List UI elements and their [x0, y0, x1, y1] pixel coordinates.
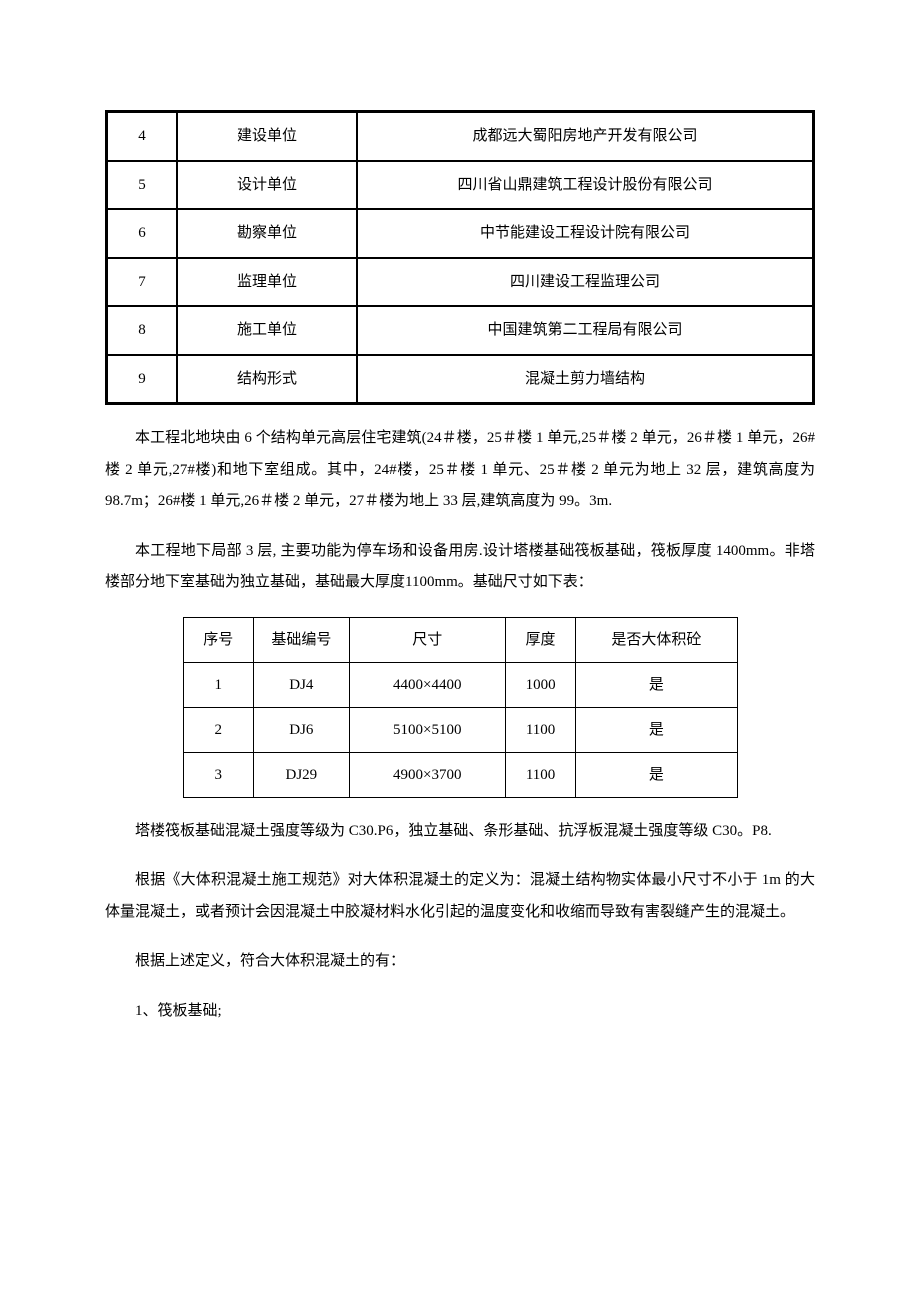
- cell: 1100: [505, 752, 576, 797]
- header-cell: 是否大体积砼: [576, 617, 737, 662]
- cell-index: 5: [107, 161, 177, 210]
- table-row: 8 施工单位 中国建筑第二工程局有限公司: [107, 306, 813, 355]
- cell-index: 9: [107, 355, 177, 404]
- header-cell: 尺寸: [349, 617, 505, 662]
- paragraph-4: 根据《大体积混凝土施工规范》对大体积混凝土的定义为：混凝土结构物实体最小尺寸不小…: [105, 865, 815, 928]
- cell-label: 结构形式: [177, 355, 357, 404]
- cell-index: 8: [107, 306, 177, 355]
- cell: 4400×4400: [349, 662, 505, 707]
- cell-label: 建设单位: [177, 112, 357, 161]
- table-header-row: 序号 基础编号 尺寸 厚度 是否大体积砼: [183, 617, 737, 662]
- header-cell: 厚度: [505, 617, 576, 662]
- cell: 是: [576, 752, 737, 797]
- header-cell: 序号: [183, 617, 254, 662]
- cell-value: 中节能建设工程设计院有限公司: [357, 209, 813, 258]
- cell: 4900×3700: [349, 752, 505, 797]
- cell: DJ29: [254, 752, 350, 797]
- cell: 1100: [505, 707, 576, 752]
- cell-value: 四川省山鼎建筑工程设计股份有限公司: [357, 161, 813, 210]
- cell: 1000: [505, 662, 576, 707]
- table-row: 1 DJ4 4400×4400 1000 是: [183, 662, 737, 707]
- cell-label: 设计单位: [177, 161, 357, 210]
- foundation-table: 序号 基础编号 尺寸 厚度 是否大体积砼 1 DJ4 4400×4400 100…: [183, 617, 738, 798]
- cell-index: 4: [107, 112, 177, 161]
- units-table: 4 建设单位 成都远大蜀阳房地产开发有限公司 5 设计单位 四川省山鼎建筑工程设…: [105, 110, 815, 405]
- cell: 是: [576, 662, 737, 707]
- cell-value: 成都远大蜀阳房地产开发有限公司: [357, 112, 813, 161]
- table-row: 7 监理单位 四川建设工程监理公司: [107, 258, 813, 307]
- paragraph-6: 1、筏板基础;: [105, 996, 815, 1028]
- cell: 2: [183, 707, 254, 752]
- table-row: 4 建设单位 成都远大蜀阳房地产开发有限公司: [107, 112, 813, 161]
- cell-index: 7: [107, 258, 177, 307]
- table-row: 3 DJ29 4900×3700 1100 是: [183, 752, 737, 797]
- cell: 1: [183, 662, 254, 707]
- cell-index: 6: [107, 209, 177, 258]
- cell: 是: [576, 707, 737, 752]
- table-row: 5 设计单位 四川省山鼎建筑工程设计股份有限公司: [107, 161, 813, 210]
- cell-label: 监理单位: [177, 258, 357, 307]
- paragraph-2: 本工程地下局部 3 层, 主要功能为停车场和设备用房.设计塔楼基础筏板基础，筏板…: [105, 536, 815, 599]
- cell-value: 中国建筑第二工程局有限公司: [357, 306, 813, 355]
- paragraph-5: 根据上述定义，符合大体积混凝土的有：: [105, 946, 815, 978]
- cell-value: 四川建设工程监理公司: [357, 258, 813, 307]
- cell: 3: [183, 752, 254, 797]
- cell-label: 勘察单位: [177, 209, 357, 258]
- paragraph-1: 本工程北地块由 6 个结构单元高层住宅建筑(24＃楼，25＃楼 1 单元,25＃…: [105, 423, 815, 518]
- cell: DJ6: [254, 707, 350, 752]
- table-row: 9 结构形式 混凝土剪力墙结构: [107, 355, 813, 404]
- cell-value: 混凝土剪力墙结构: [357, 355, 813, 404]
- header-cell: 基础编号: [254, 617, 350, 662]
- paragraph-3: 塔楼筏板基础混凝土强度等级为 C30.P6，独立基础、条形基础、抗浮板混凝土强度…: [105, 816, 815, 848]
- cell: DJ4: [254, 662, 350, 707]
- table-row: 2 DJ6 5100×5100 1100 是: [183, 707, 737, 752]
- cell: 5100×5100: [349, 707, 505, 752]
- cell-label: 施工单位: [177, 306, 357, 355]
- table-row: 6 勘察单位 中节能建设工程设计院有限公司: [107, 209, 813, 258]
